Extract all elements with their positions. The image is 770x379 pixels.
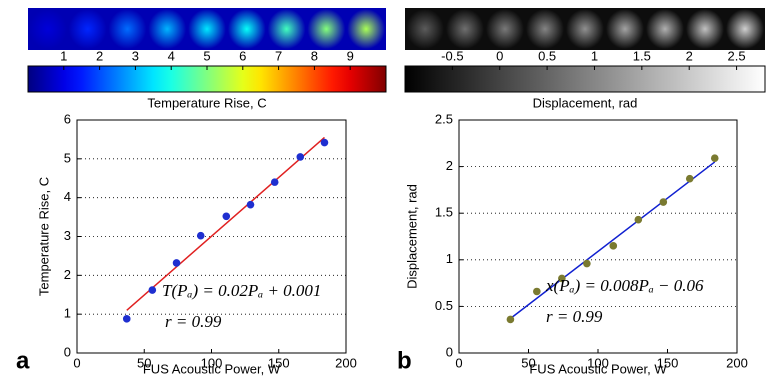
x-tick-label: 200 (726, 355, 748, 370)
y-tick-label: 5 (64, 150, 71, 165)
colorbar-tick-label: 5 (203, 48, 210, 63)
data-point (247, 201, 255, 209)
data-point (583, 260, 591, 268)
thumbnail (726, 9, 764, 49)
thumbnail (268, 9, 306, 49)
panel-label: a (16, 347, 30, 374)
y-tick-label: 0.5 (435, 298, 453, 313)
x-tick-label: 200 (335, 355, 357, 370)
colorbar-tick-label: 2 (686, 48, 693, 63)
colorbar-tick-label: 4 (168, 48, 175, 63)
data-point (686, 175, 694, 183)
data-point (271, 178, 279, 186)
thumbnail (686, 9, 724, 49)
thumbnail (29, 9, 67, 49)
thumbnail (646, 9, 684, 49)
colorbar-tick-label: 7 (275, 48, 282, 63)
x-tick-label: 0 (455, 355, 462, 370)
data-point (173, 259, 181, 267)
thumbnail (188, 9, 226, 49)
colorbar-tick-label: 2 (96, 48, 103, 63)
colorbar-tick-label: 1 (591, 48, 598, 63)
data-point (711, 154, 719, 162)
data-point (609, 242, 617, 250)
thumbnail (446, 9, 484, 49)
colorbar-label: Temperature Rise, C (147, 95, 266, 110)
y-tick-label: 2.5 (435, 111, 453, 126)
colorbar-tick-label: 8 (311, 48, 318, 63)
thumbnail (526, 9, 564, 49)
colorbar-tick-label: 3 (132, 48, 139, 63)
y-axis-label: Displacement, rad (404, 184, 419, 289)
correlation: r = 0.99 (546, 307, 603, 326)
x-axis-label: FUS Acoustic Power, W (143, 361, 281, 376)
colorbar-tick-label: 0 (496, 48, 503, 63)
thumbnail (148, 9, 186, 49)
x-tick-label: 0 (73, 355, 80, 370)
figure: 123456789Temperature Rise, C012345605010… (0, 0, 770, 379)
data-point (222, 213, 230, 221)
y-tick-label: 4 (64, 189, 71, 204)
thumbnail (109, 9, 147, 49)
colorbar-tick-label: 9 (347, 48, 354, 63)
equation: T(Pₐ) = 0.02Pₐ + 0.001 (162, 281, 321, 300)
y-tick-label: 2 (446, 158, 453, 173)
data-point (635, 216, 643, 224)
data-point (507, 316, 515, 324)
thumbnail (347, 9, 385, 49)
data-point (533, 288, 541, 296)
correlation: r = 0.99 (165, 312, 222, 331)
y-axis-label: Temperature Rise, C (36, 177, 51, 296)
thumbnail (566, 9, 604, 49)
thumbnail (307, 9, 345, 49)
colorbar-label: Displacement, rad (533, 95, 638, 110)
thumbnail (486, 9, 524, 49)
colorbar-tick-label: 2.5 (728, 48, 746, 63)
data-point (149, 286, 157, 294)
data-point (296, 153, 304, 161)
equation: x(Pₐ) = 0.008Pₐ − 0.06 (545, 276, 704, 295)
y-tick-label: 0 (64, 344, 71, 359)
y-tick-label: 0 (446, 344, 453, 359)
colorbar-tick-label: 1 (60, 48, 67, 63)
data-point (123, 315, 131, 323)
colorbar (405, 66, 765, 92)
data-point (321, 139, 329, 147)
data-point (197, 232, 205, 240)
y-tick-label: 1 (64, 306, 71, 321)
colorbar-tick-label: 0.5 (538, 48, 556, 63)
thumbnail (606, 9, 644, 49)
y-tick-label: 1.5 (435, 205, 453, 220)
y-tick-label: 3 (64, 228, 71, 243)
x-axis-label: FUS Acoustic Power, W (529, 361, 667, 376)
colorbar-tick-label: -0.5 (441, 48, 463, 63)
y-tick-label: 2 (64, 267, 71, 282)
y-tick-label: 6 (64, 111, 71, 126)
colorbar-tick-label: 1.5 (633, 48, 651, 63)
data-point (660, 198, 668, 206)
y-tick-label: 1 (446, 251, 453, 266)
thumbnail (228, 9, 266, 49)
thumbnail (69, 9, 107, 49)
thumbnail (406, 9, 444, 49)
panel-label: b (397, 347, 412, 374)
colorbar-tick-label: 6 (239, 48, 246, 63)
